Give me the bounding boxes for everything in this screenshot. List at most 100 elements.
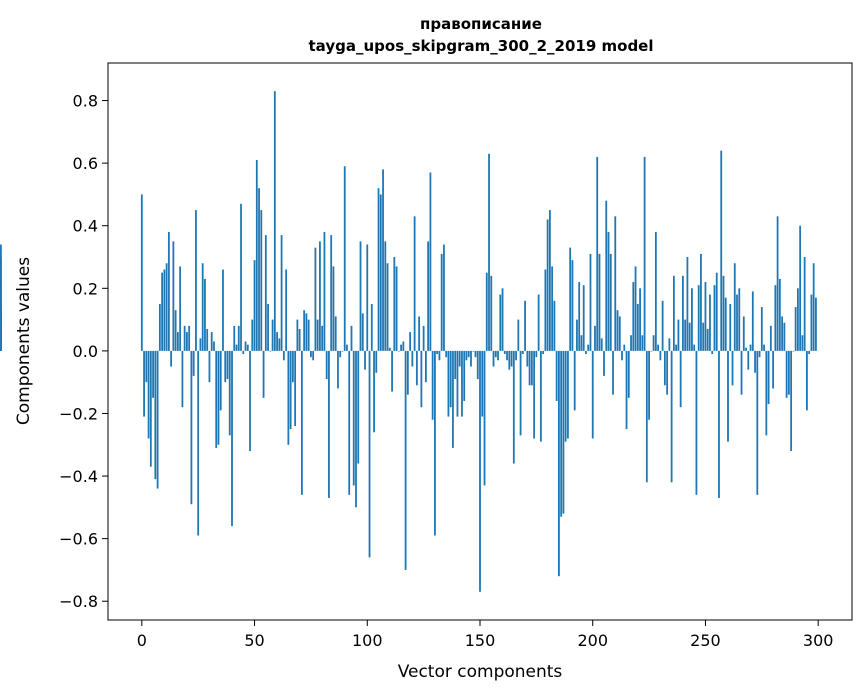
bar-31 [210, 332, 213, 351]
bar-201 [594, 325, 596, 351]
bar-152 [483, 350, 486, 486]
bar-275 [760, 307, 763, 351]
bar-227 [652, 335, 655, 351]
bar-99 [364, 350, 366, 370]
bar-219 [634, 266, 637, 351]
bar-47 [246, 344, 249, 351]
bar-124 [420, 350, 423, 408]
bar-202 [596, 156, 599, 351]
bar-189 [567, 350, 569, 439]
bar-166 [515, 350, 517, 361]
bar-130 [434, 350, 436, 536]
x-axis-label: Vector components [398, 662, 563, 682]
chart-subtitle: tayga_upos_skipgram_300_2_2019 model [309, 37, 654, 55]
bar-232 [663, 350, 666, 386]
bar-132 [438, 350, 441, 361]
bar-98 [361, 313, 364, 351]
bar-187 [562, 350, 565, 514]
x-tick-label: 150 [465, 631, 496, 650]
bar-252 [709, 294, 711, 351]
bar-86 [334, 316, 337, 351]
bar-66 [289, 350, 292, 430]
bar-156 [492, 350, 495, 367]
bar-24 [195, 210, 197, 351]
bar-210 [614, 216, 617, 351]
y-tick-label: 0.8 [73, 92, 98, 111]
bar-165 [512, 350, 515, 464]
bar-56 [267, 303, 269, 351]
y-axis-label: Components values [14, 257, 34, 425]
bar-95 [355, 350, 357, 508]
x-tick-label: 200 [577, 631, 608, 650]
bar-191 [571, 260, 574, 351]
bar-174 [533, 350, 536, 439]
bar-109 [386, 263, 389, 351]
bar-229 [657, 344, 660, 351]
bar-150 [479, 350, 481, 592]
bar-230 [659, 350, 662, 361]
bar-84 [330, 235, 333, 351]
bar-142 [461, 350, 463, 417]
bar-7 [156, 350, 159, 489]
bar-65 [287, 350, 290, 445]
bar-204 [600, 338, 603, 351]
bar-246 [695, 350, 698, 495]
bar-135 [445, 350, 448, 358]
bar-182 [551, 266, 554, 351]
bar-154 [488, 153, 490, 351]
bar-273 [756, 350, 759, 495]
bar-123 [418, 316, 421, 351]
bar-18 [181, 350, 184, 408]
bar-206 [605, 200, 608, 351]
bar-97 [359, 241, 362, 351]
bar-163 [508, 350, 511, 370]
bar-83 [328, 350, 330, 498]
bar-272 [754, 350, 756, 373]
bar-234 [668, 338, 671, 351]
bar-94 [352, 350, 355, 486]
bar-277 [765, 350, 768, 436]
bar-42 [235, 344, 238, 351]
bar-136 [447, 350, 450, 417]
bar-251 [706, 328, 709, 351]
y-tick-label: −0.8 [59, 592, 98, 611]
bar-35 [219, 350, 222, 411]
bar-141 [458, 350, 461, 367]
bar-9 [161, 272, 164, 351]
bar-27 [201, 263, 204, 351]
bar-247 [697, 285, 700, 351]
bar-108 [384, 241, 387, 351]
bar-41 [233, 325, 236, 351]
bar-11 [165, 263, 168, 351]
bar-256 [718, 350, 720, 498]
bar-164 [510, 350, 513, 367]
bar-13 [170, 350, 173, 367]
bar-16 [176, 332, 179, 351]
bar-43 [237, 325, 240, 351]
bar-48 [249, 350, 251, 452]
bar-127 [427, 241, 430, 351]
bar-279 [769, 325, 772, 351]
bar-258 [722, 275, 725, 351]
bar-44 [240, 203, 242, 351]
bar-20 [186, 332, 188, 351]
bar-242 [686, 257, 689, 351]
bar-250 [704, 282, 707, 351]
bar-266 [740, 350, 743, 395]
bar-285 [783, 322, 786, 351]
bar-112 [393, 257, 396, 351]
bar-207 [607, 231, 610, 351]
bar-244 [691, 288, 693, 351]
bar-195 [580, 335, 583, 351]
bar-143 [463, 350, 466, 401]
bar-259 [724, 297, 727, 351]
bar-270 [749, 344, 752, 351]
bar-158 [497, 350, 499, 361]
bar-296 [808, 350, 811, 355]
bar-194 [578, 282, 581, 351]
bar-221 [639, 288, 641, 351]
bar-91 [346, 344, 348, 351]
bar-177 [539, 350, 542, 442]
bar-70 [298, 328, 301, 351]
bar-39 [228, 350, 231, 436]
